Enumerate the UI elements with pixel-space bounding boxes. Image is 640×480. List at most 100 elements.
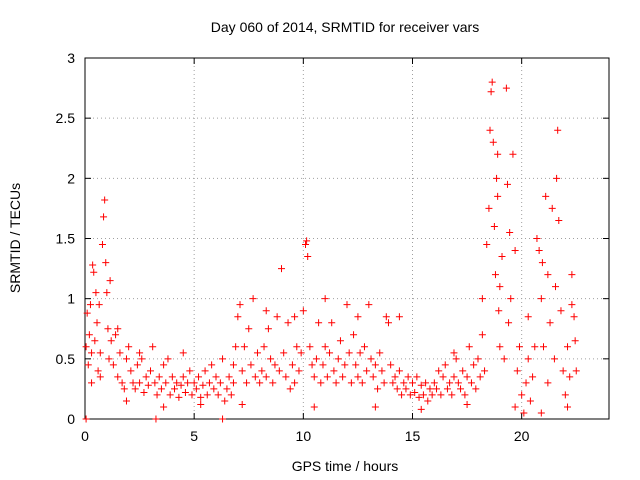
data-point [256,379,264,387]
data-point [481,367,489,375]
data-point [553,174,561,182]
data-point [491,271,499,279]
data-point [310,373,318,381]
data-point [550,355,558,363]
data-point [89,261,97,269]
data-point [88,349,96,357]
data-point [184,379,192,387]
data-point [533,235,541,242]
data-point [262,307,270,315]
data-point [557,307,565,315]
data-point [552,283,560,291]
y-tick-label: 1 [67,291,75,307]
data-point [212,373,220,381]
data-point [199,381,207,389]
data-point [291,379,299,387]
data-point [323,373,331,381]
data-point [461,391,469,399]
data-point [463,401,471,409]
data-point [140,389,148,397]
data-point [95,301,103,309]
data-point [122,397,130,405]
data-point [339,373,347,381]
data-point [229,379,237,387]
data-point [131,385,139,393]
data-point [441,361,449,369]
data-point [494,192,502,200]
data-point [430,379,438,387]
data-point [389,379,397,387]
data-point [175,393,183,401]
data-point [443,385,451,393]
data-point [84,361,92,369]
data-point [537,295,545,303]
data-point [160,403,168,411]
data-point [83,309,91,317]
data-point [488,78,496,86]
data-point [214,391,222,399]
data-point [529,373,537,381]
data-point [493,174,501,182]
data-point [90,268,98,276]
data-point [133,361,141,369]
data-point [105,355,113,363]
data-point [352,361,360,369]
data-point [86,301,94,309]
data-point [225,373,233,381]
chart-title: Day 060 of 2014, SRMTID for receiver var… [211,19,479,35]
data-point [96,349,104,357]
data-point [317,379,325,387]
y-tick-label: 0 [67,411,75,427]
data-point [151,379,159,387]
data-point [291,313,299,321]
data-point [384,319,392,327]
data-point [542,192,550,200]
data-point [82,415,90,423]
data-point [106,277,114,285]
data-point [82,343,90,351]
data-point [367,355,375,363]
data-point [179,349,187,357]
data-point [275,367,283,375]
data-point [496,283,504,291]
data-point [515,343,523,351]
data-point [489,138,497,146]
data-point [195,373,203,381]
data-point [568,301,576,309]
data-point [260,343,268,351]
data-point [286,385,294,393]
data-point [253,349,261,357]
data-point [474,355,482,363]
data-point [297,349,305,357]
data-point [531,343,539,351]
data-point [269,379,277,387]
data-point [326,349,334,357]
data-point [227,391,235,399]
data-point [555,216,563,224]
x-tick-label: 15 [405,428,421,444]
data-point [288,361,296,369]
data-point [210,385,218,393]
data-point [406,391,414,399]
data-point [142,373,150,381]
data-point [293,343,301,351]
data-point [463,373,471,381]
data-point [262,373,270,381]
data-point [136,379,144,387]
data-point [177,381,185,389]
data-point [94,367,102,375]
data-point [382,313,390,321]
data-point [494,150,502,158]
data-point [321,295,329,303]
data-point [114,373,122,381]
data-point [485,204,493,212]
data-point [312,355,320,363]
data-point [219,415,227,423]
y-tick-label: 2 [67,170,75,186]
data-point [363,367,371,375]
data-point [153,391,161,399]
data-point [192,385,200,393]
x-tick-label: 10 [296,428,312,444]
data-point [149,343,157,351]
